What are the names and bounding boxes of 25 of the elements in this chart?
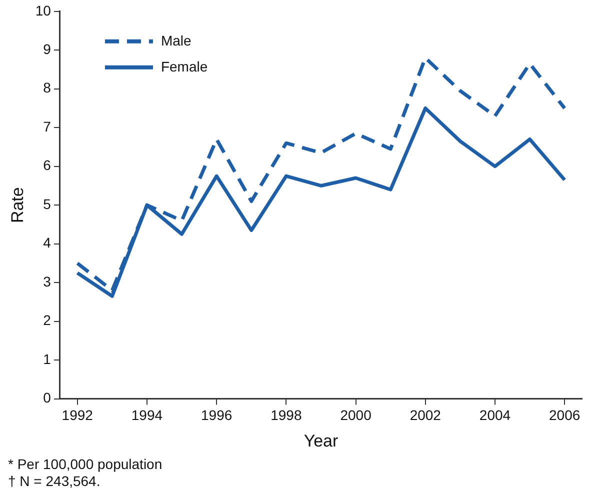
text: * Per 100,000 population: [8, 456, 164, 473]
y-axis-title: Rate: [8, 187, 27, 224]
x-tick-label: 1992: [62, 407, 94, 424]
y-tick-label: 2: [43, 312, 52, 328]
y-tick-label: 0: [43, 390, 52, 406]
y-tick-label: 7: [43, 118, 52, 134]
x-tick-label: 1998: [270, 407, 302, 424]
y-tick-label: 9: [43, 41, 52, 57]
legend-label: Female: [160, 58, 208, 74]
y-tick-label: 1: [43, 350, 52, 367]
x-tick-label: 2004: [479, 407, 511, 424]
x-tick-label: 2006: [549, 407, 580, 424]
x-tick-label: 2000: [340, 407, 372, 424]
legend-label: Male: [160, 32, 192, 48]
x-tick-label: 2002: [410, 407, 442, 424]
x-axis-title: Year: [304, 431, 338, 450]
y-tick-label: 3: [43, 273, 52, 290]
y-tick-label: 5: [43, 196, 52, 212]
x-tick-label: 1996: [201, 407, 232, 424]
x-tick-label: 1994: [131, 407, 163, 424]
text: † N = 243,564.: [8, 473, 102, 490]
y-tick-label: 10: [35, 2, 52, 18]
y-tick-label: 6: [43, 157, 52, 174]
y-tick-label: 8: [43, 80, 52, 96]
y-tick-label: 4: [43, 234, 52, 251]
